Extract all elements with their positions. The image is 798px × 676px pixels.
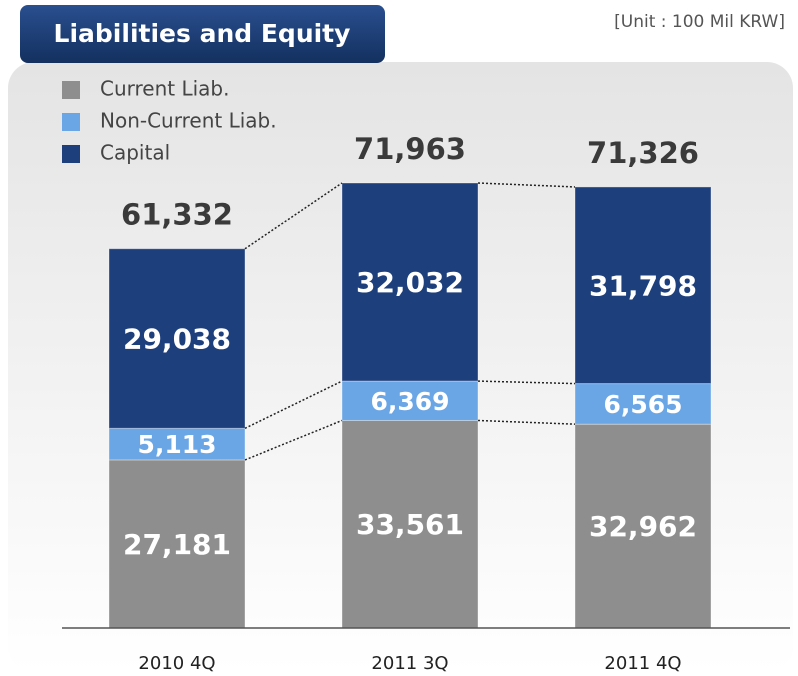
connector [477,419,576,425]
value-label: 27,181 [123,528,231,561]
bar-segment [108,427,246,461]
value-label: 6,565 [603,390,682,419]
legend-swatch [62,145,80,163]
legend-swatch [62,113,80,131]
unit-label: [Unit : 100 Mil KRW] [614,12,785,32]
value-label: 6,369 [370,387,449,416]
value-label: 32,032 [356,266,464,299]
legend-label: Non-Current Liab. [100,109,277,133]
value-label: 31,798 [589,269,697,302]
total-label: 61,332 [121,198,233,232]
x-tick-label: 2011 4Q [604,653,681,674]
total-label: 71,326 [587,136,699,170]
connector [244,182,343,250]
value-label: 29,038 [123,323,231,356]
value-label: 33,561 [356,508,464,541]
connector [477,380,576,385]
connector [244,419,343,461]
bar-segment [108,459,246,629]
connector [244,380,343,429]
bar-segment [574,423,712,629]
x-tick-label: 2011 3Q [371,653,448,674]
title-box [20,5,385,63]
bar-segment [341,419,479,629]
x-tick-label: 2010 4Q [138,653,215,674]
connector [477,182,576,188]
total-label: 71,963 [354,132,466,166]
legend-label: Current Liab. [100,77,229,101]
legend-label: Capital [100,141,170,165]
bar-segment [108,248,246,429]
value-label: 32,962 [589,510,697,543]
bar-segment [341,182,479,382]
value-label: 5,113 [137,430,216,459]
legend-swatch [62,81,80,99]
bar-segment [574,383,712,425]
chart-title: Liabilities and Equity [54,19,351,48]
bar-segment [574,186,712,385]
